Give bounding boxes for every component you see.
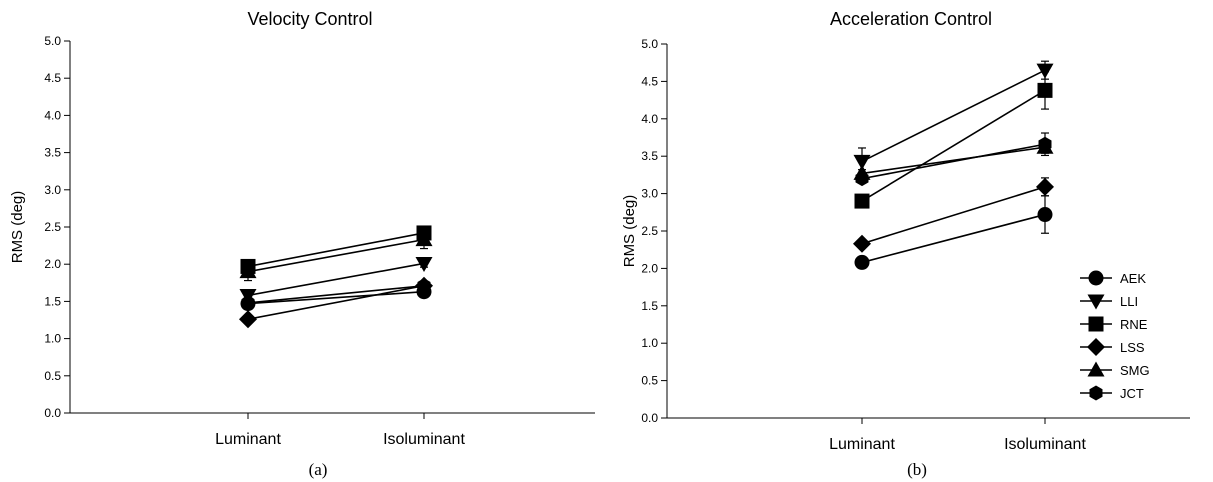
- y-tick-label: 1.5: [641, 299, 658, 313]
- y-tick-label: 1.0: [44, 332, 61, 346]
- y-tick-label: 0.5: [44, 369, 61, 383]
- y-tick-label: 4.5: [641, 74, 658, 88]
- y-tick-label: 4.0: [641, 112, 658, 126]
- legend-entry-smg: SMG: [1080, 361, 1150, 378]
- y-axis-label: RMS (deg): [9, 191, 26, 264]
- y-tick-label: 2.0: [641, 261, 658, 275]
- series-line: [247, 238, 425, 273]
- y-tick-label: 0.0: [641, 411, 658, 425]
- x-tick-label: Isoluminant: [383, 431, 465, 448]
- x-tick-label: Luminant: [215, 431, 281, 448]
- legend-entry-aek: AEK: [1080, 270, 1146, 286]
- series-line: [861, 186, 1046, 245]
- data-point-square: [1037, 82, 1053, 98]
- series-line: [247, 284, 425, 321]
- series-line: [247, 262, 425, 297]
- y-tick-label: 3.5: [44, 146, 61, 160]
- data-point-hexagon: [1038, 136, 1052, 152]
- series-jct: [855, 132, 1052, 187]
- series-line: [247, 284, 425, 304]
- legend-entry-lss: LSS: [1080, 338, 1145, 356]
- legend-marker-diamond: [1087, 338, 1105, 356]
- series-line: [861, 143, 1046, 180]
- series-lli: [853, 60, 1054, 176]
- chart-title: Velocity Control: [247, 9, 372, 29]
- data-point-triangle-down: [415, 256, 433, 272]
- legend-label: LSS: [1120, 340, 1145, 355]
- data-point-hexagon: [241, 295, 255, 311]
- series-smg: [239, 230, 433, 282]
- series-lss: [853, 177, 1054, 253]
- y-tick-label: 5.0: [44, 34, 61, 48]
- data-point-hexagon: [417, 278, 431, 294]
- data-point-triangle-up: [415, 231, 433, 247]
- data-point-hexagon: [855, 171, 869, 187]
- x-tick-label: Luminant: [829, 436, 895, 453]
- data-point-diamond: [1036, 177, 1054, 196]
- data-point-circle: [854, 254, 870, 270]
- legend-entry-lli: LLI: [1080, 294, 1138, 310]
- legend-label: SMG: [1120, 363, 1150, 378]
- chart-panel-b: Acceleration Control 0.0 0.5 1.0 1.5 2.0 2.5 3.…: [621, 9, 1190, 479]
- chart-title: Acceleration Control: [830, 9, 992, 29]
- series-jct: [241, 278, 431, 311]
- series-line: [861, 213, 1046, 264]
- y-tick-label: 1.0: [641, 336, 658, 350]
- legend-label: AEK: [1120, 271, 1146, 286]
- series-line: [247, 232, 425, 268]
- y-tick-label: 0.0: [44, 406, 61, 420]
- data-point-square: [854, 193, 870, 209]
- chart-panel-a: Velocity Control 0.0 0.5 1.0 1.5 2.0 2.5 3.0 3.5…: [9, 9, 595, 479]
- y-tick-label: 3.0: [641, 187, 658, 201]
- y-tick-label: 1.5: [44, 294, 61, 308]
- y-tick-label: 4.0: [44, 108, 61, 122]
- legend-marker-triangle-down: [1087, 294, 1105, 310]
- y-tick-label: 2.0: [44, 257, 61, 271]
- y-tick-label: 4.5: [44, 71, 61, 85]
- legend-marker-square: [1088, 316, 1104, 332]
- data-point-diamond: [853, 234, 871, 253]
- data-point-triangle-down: [853, 154, 871, 170]
- series-line: [247, 290, 425, 305]
- y-axis-label: RMS (deg): [621, 195, 638, 268]
- x-tick-label: Isoluminant: [1004, 436, 1086, 453]
- y-tick-label: 2.5: [44, 220, 61, 234]
- y-tick-label: 2.5: [641, 224, 658, 238]
- legend: AEK LLI RNE LSS SMG JCT: [1080, 270, 1150, 401]
- data-point-triangle-up: [239, 263, 257, 279]
- legend-entry-jct: JCT: [1080, 385, 1144, 401]
- legend-marker-hexagon: [1089, 385, 1103, 401]
- series-rne: [854, 71, 1053, 209]
- legend-marker-triangle-up: [1087, 361, 1105, 377]
- y-tick-label: 3.5: [641, 149, 658, 163]
- legend-label: RNE: [1120, 317, 1148, 332]
- data-point-diamond: [239, 310, 257, 329]
- legend-entry-rne: RNE: [1080, 316, 1148, 332]
- series-aek: [854, 195, 1053, 270]
- legend-label: JCT: [1120, 386, 1144, 401]
- data-point-circle: [1037, 207, 1053, 223]
- legend-marker-circle: [1088, 270, 1104, 286]
- panel-label: (b): [907, 460, 927, 479]
- legend-label: LLI: [1120, 294, 1138, 309]
- series-line: [861, 146, 1046, 175]
- y-tick-label: 0.5: [641, 374, 658, 388]
- series-line: [861, 89, 1046, 202]
- panel-label: (a): [309, 460, 328, 479]
- y-tick-label: 3.0: [44, 183, 61, 197]
- y-tick-label: 5.0: [641, 37, 658, 51]
- series-line: [861, 69, 1046, 163]
